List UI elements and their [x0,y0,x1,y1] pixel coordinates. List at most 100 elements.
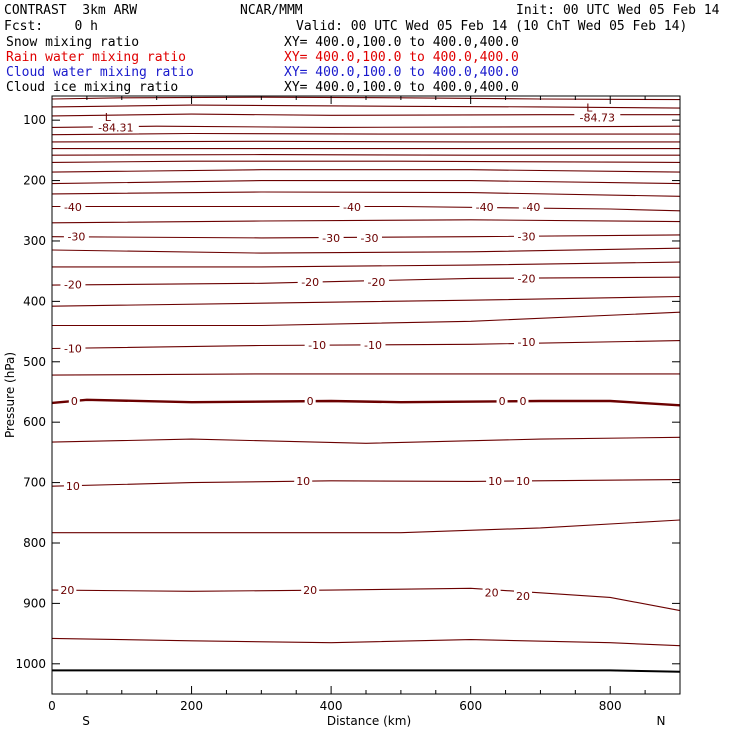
contour-label-bg [63,480,82,493]
contour-label-bg [513,272,539,285]
isotherm-line [51,125,681,128]
freezing-line [51,398,681,407]
contour-label: 10 [516,475,530,488]
low-marker: L [105,111,112,124]
contour-label-bg [304,395,316,408]
y-tick-label: 1000 [15,657,46,671]
contour-label: 0 [499,395,506,408]
x-tick-label: 800 [599,699,622,713]
low-value: -84.73 [580,112,615,125]
isotherm-line [51,191,681,197]
plot-frame [51,95,681,695]
isotherm-line [51,180,681,185]
contour-label: -40 [343,201,361,214]
contour-label: 10 [296,475,310,488]
contour-label: -30 [67,231,85,244]
contour-label-bg [496,395,508,408]
annotation-layer: L-84.31L-84.73 [92,101,621,134]
x-tick-label: 400 [320,699,343,713]
contour-label: 20 [485,587,499,600]
isotherm-line [51,295,681,307]
contour-label-bg [297,276,323,289]
isotherm-line [51,436,681,444]
valid-time: Valid: 00 UTC Wed 05 Feb 14 (10 ChT Wed … [296,19,688,34]
contour-label: -10 [364,339,382,352]
field-xy: XY= 400.0,100.0 to 400.0,400.0 [284,50,519,65]
isotherm-line [52,261,681,268]
low-marker: L [586,101,593,114]
isotherm-line [51,132,680,136]
contour-label: -40 [64,201,82,214]
contour-label: -20 [367,276,385,289]
contour-label: 0 [71,395,78,408]
isotherm-line [51,160,681,163]
contour-label-bg [339,201,365,214]
forecast-hour: Fcst: 0 h [4,19,98,34]
contour-label-bg [60,201,86,214]
contour-label: -20 [301,276,319,289]
contour-label-bg [63,230,89,243]
field-xy: XY= 400.0,100.0 to 400.0,400.0 [284,80,519,95]
field-xy: XY= 400.0,100.0 to 400.0,400.0 [284,35,519,50]
field-name: Rain water mixing ratio [6,50,187,65]
y-tick-label: 600 [23,415,46,429]
y-tick-label: 900 [23,596,46,610]
field-xy: XY= 400.0,100.0 to 400.0,400.0 [284,65,519,80]
contour-label: -30 [518,231,536,244]
x-axis-end-label-right: N [657,714,666,728]
x-tick-label: 0 [48,699,56,713]
contour-label-bg [472,201,498,214]
surface-line [52,669,681,673]
contour-label: -30 [322,232,340,245]
contour-label-bg [513,335,539,348]
contour-label: -10 [518,336,536,349]
y-tick-label: 800 [23,536,46,550]
contour-label-bg [68,395,80,408]
y-tick-label: 400 [23,294,46,308]
contour-label-bg [294,474,313,487]
field-name: Snow mixing ratio [6,35,140,50]
isotherm-line [51,373,680,376]
init-time: Init: 00 UTC Wed 05 Feb 14 [516,3,720,18]
contour-label-bg [517,395,529,408]
contour-label-bg [486,474,505,487]
y-tick-label: 200 [23,174,46,188]
contour-label: 0 [520,395,527,408]
contour-label-bg [514,590,532,603]
y-axis-label: Pressure (hPa) [3,352,17,438]
contour-label-bg [518,201,544,214]
contour-label-bg [482,586,501,599]
contour-label-bg [301,584,320,597]
contour-label-bg [356,231,382,244]
contour-label: 10 [66,480,80,493]
institution-label: NCAR/MMM [240,3,303,18]
x-axis-end-label-left: S [82,714,90,728]
contour-label: 0 [307,395,314,408]
model-title: CONTRAST 3km ARW [4,3,138,18]
isotherm-line [51,104,681,109]
low-value-bg [574,111,621,124]
contour-label-bg [360,338,386,351]
contour-label: 20 [60,584,74,597]
isotherm-line [51,154,680,156]
isotherm-line [51,247,681,254]
contour-label-bg [60,342,86,355]
y-tick-label: 300 [23,234,46,248]
isotherm-line [51,479,681,487]
isotherm-line [51,219,681,224]
contour-label-bg [318,231,344,244]
contour-label-bg [513,230,539,243]
isotherm-line [51,169,681,173]
y-tick-label: 500 [23,355,46,369]
contour-label: -20 [64,278,82,291]
contour-label-bg [514,474,532,487]
contour-label: -10 [64,342,82,355]
low-value-bg [92,121,139,134]
contour-layer [51,96,681,673]
isotherm-line [51,587,681,612]
low-value: -84.31 [98,121,133,134]
contour-label-bg [60,278,86,291]
y-tick-label: 100 [23,113,46,127]
